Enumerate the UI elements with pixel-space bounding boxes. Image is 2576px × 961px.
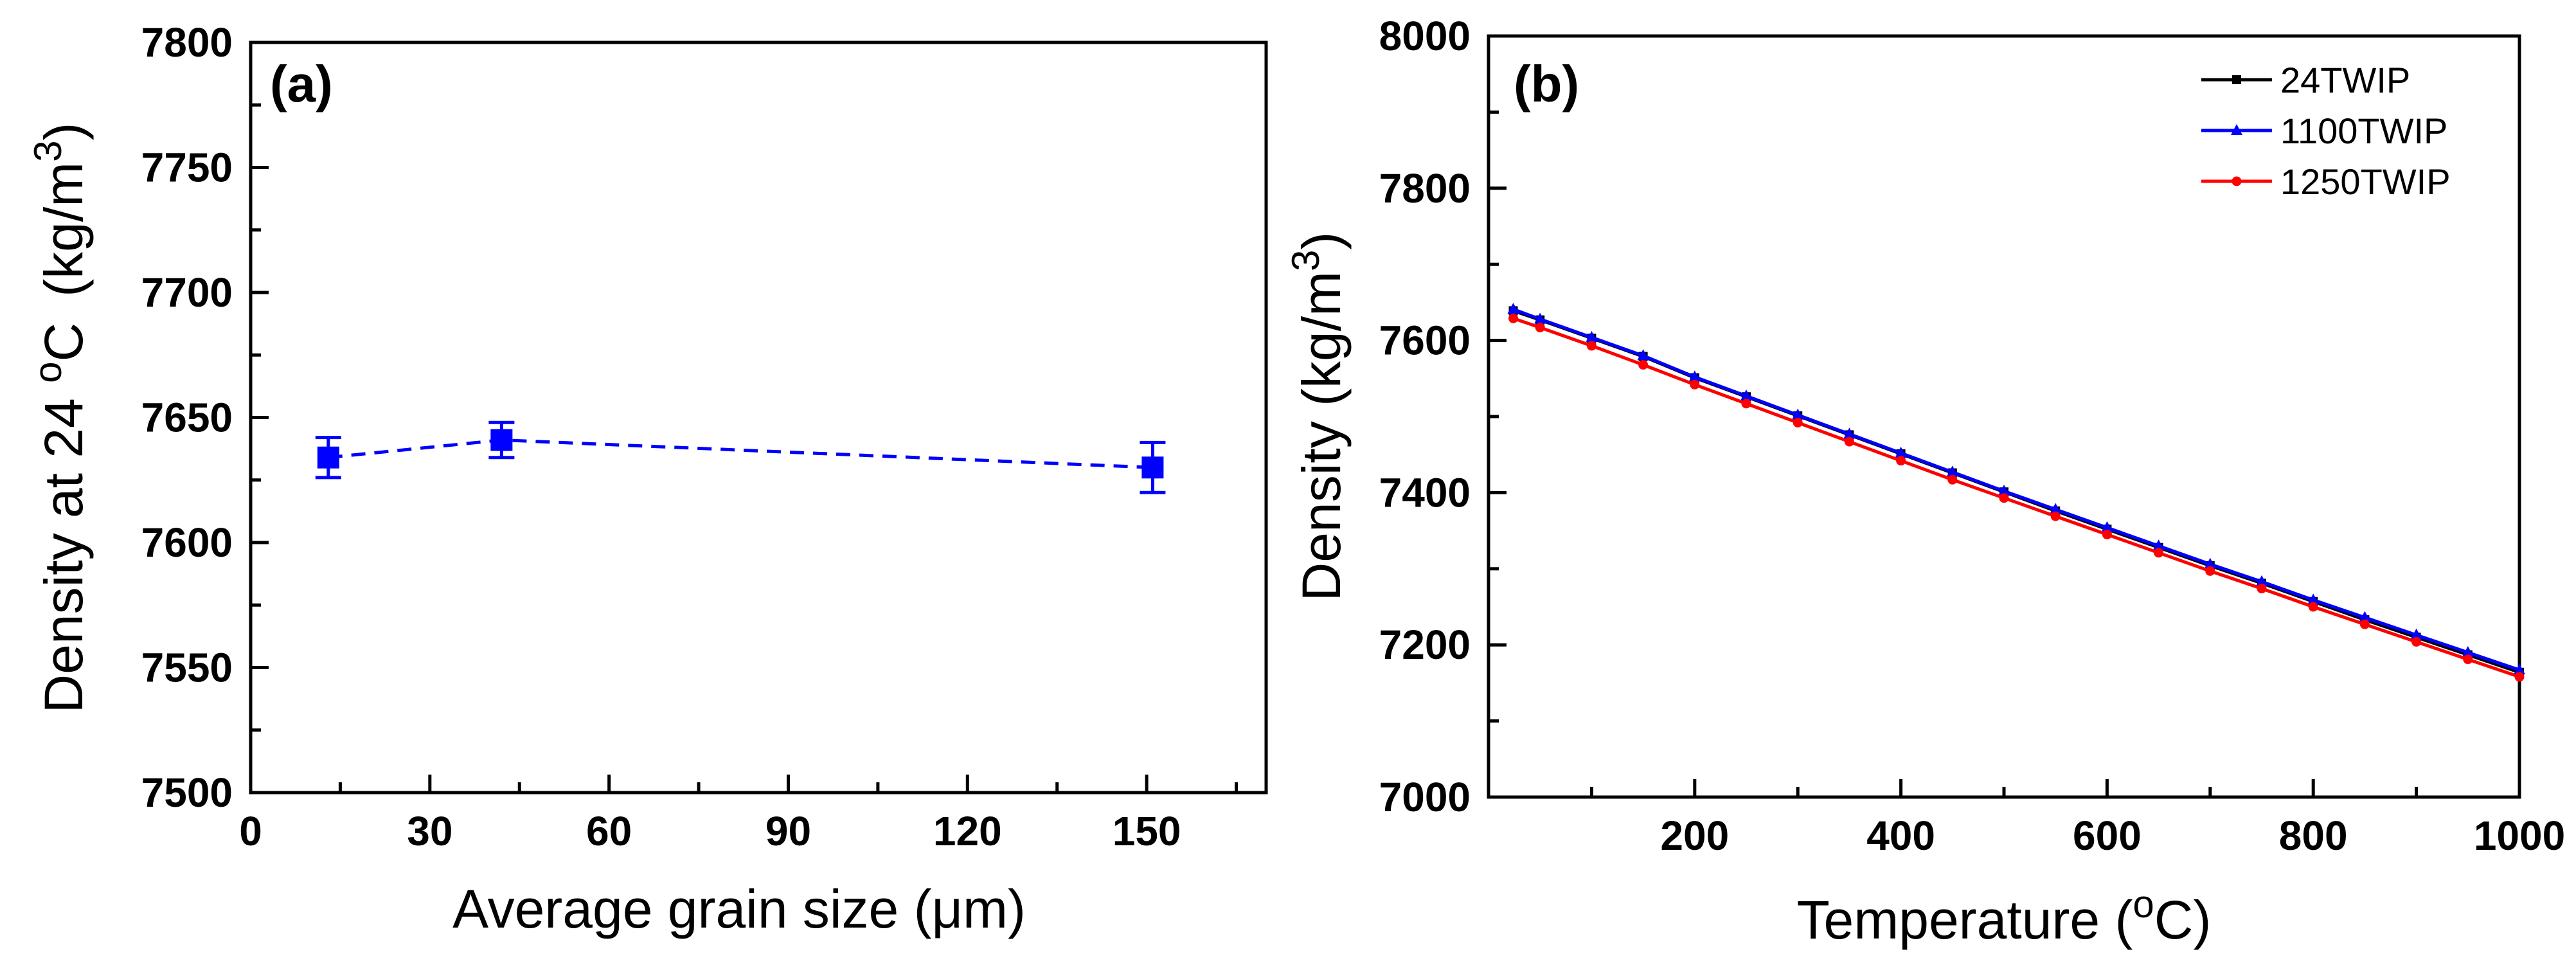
- y-tick-label-b: 7200: [1379, 622, 1471, 668]
- data-point: [2152, 539, 2165, 551]
- legend-label: 1250TWIP: [2280, 161, 2451, 202]
- data-point: [2204, 557, 2216, 569]
- data-point: [2514, 672, 2525, 682]
- data-point: [1690, 379, 1700, 390]
- data-point: [2231, 124, 2242, 135]
- y-axis-label-a: Density at 24 oC(kg/m3): [26, 122, 94, 713]
- y-tick-label-a: 7550: [141, 645, 233, 691]
- x-tick-label-a: 60: [586, 808, 632, 854]
- y-tick-label-b: 7600: [1379, 318, 1471, 364]
- data-point: [1535, 322, 1545, 332]
- data-point: [1741, 399, 1751, 409]
- x-tick-label-a: 0: [239, 808, 262, 854]
- data-point: [1843, 427, 1856, 439]
- x-tick-label-b: 600: [2073, 813, 2142, 859]
- data-point: [2102, 530, 2112, 540]
- data-point: [1534, 312, 1546, 324]
- data-point: [1793, 417, 1803, 427]
- data-point: [2463, 654, 2473, 665]
- panel-a: 7500 7550 7600 7650 7700 7750 7800 0 30 60 90 120 15…: [26, 19, 1268, 939]
- y-tick-label-b: 7400: [1379, 469, 1471, 516]
- data-point: [490, 429, 513, 451]
- x-axis-label-a: Average grain size (μm): [452, 879, 1026, 939]
- x-tick-label-b: 800: [2279, 813, 2348, 859]
- data-point: [1792, 408, 1804, 420]
- legend-item: 1100TWIP: [2201, 111, 2447, 151]
- data-point: [317, 446, 339, 469]
- data-point: [1947, 474, 1958, 485]
- series-line-a: [328, 438, 1153, 469]
- data-point: [2514, 663, 2525, 675]
- x-tick-label-a: 150: [1113, 808, 1181, 854]
- data-point: [2411, 636, 2422, 647]
- data-point: [1896, 456, 1906, 466]
- data-point: [1508, 313, 1518, 323]
- data-point: [1141, 456, 1164, 479]
- data-point: [2050, 511, 2061, 521]
- data-point: [2359, 611, 2371, 622]
- plot-frame-a: [249, 40, 1268, 795]
- y-tick-label-a: 7750: [141, 145, 233, 191]
- data-point: [2308, 602, 2318, 612]
- data-b: [1507, 303, 2525, 682]
- legend-item: 1250TWIP: [2201, 161, 2451, 202]
- data-point: [2232, 75, 2241, 84]
- x-tick-label-a: 30: [407, 808, 452, 854]
- y-tick-label-b: 8000: [1379, 13, 1471, 59]
- data-point: [1637, 349, 1649, 361]
- series-1250TWIP: [1508, 313, 2525, 682]
- data-point: [1740, 390, 1752, 401]
- y-axis-label-b: Density (kg/m3): [1284, 232, 1352, 602]
- data-point: [2462, 646, 2474, 658]
- series-1100TWIP: [1507, 303, 2525, 675]
- data-point: [1507, 303, 1519, 314]
- data-point: [2307, 593, 2320, 605]
- data-point: [1998, 485, 2010, 496]
- data-point: [2050, 503, 2062, 514]
- y-tick-label-a: 7500: [141, 769, 233, 816]
- data-point: [1895, 446, 1907, 458]
- data-point: [2359, 619, 2370, 629]
- data-point: [1586, 330, 1598, 342]
- y-tick-label-b: 7800: [1379, 165, 1471, 211]
- legend-b: 24TWIP 1100TWIP 1250TWIP: [2201, 60, 2451, 202]
- data-point: [2257, 584, 2267, 594]
- x-tick-label-b: 200: [1660, 813, 1729, 859]
- data-point: [1946, 465, 1958, 477]
- x-tick-label-b: 1000: [2474, 813, 2565, 859]
- x-axis-label-b: Temperature (oC): [1797, 883, 2212, 951]
- data-point: [2410, 628, 2422, 640]
- legend-label: 1100TWIP: [2280, 111, 2447, 151]
- x-tick-label-a: 120: [933, 808, 1002, 854]
- data-point: [1688, 370, 1701, 382]
- legend-item: 24TWIP: [2201, 60, 2410, 100]
- panel-label-a: (a): [270, 55, 333, 112]
- panel-label-b: (b): [1514, 55, 1579, 112]
- data-point: [1844, 436, 1854, 447]
- data-point: [1638, 359, 1649, 370]
- data-point: [2232, 176, 2242, 186]
- x-tick-label-b: 400: [1866, 813, 1935, 859]
- data-point: [2256, 575, 2267, 586]
- data-point: [2205, 566, 2215, 576]
- x-tick-label-a: 90: [765, 808, 811, 854]
- y-tick-label-b: 7000: [1379, 774, 1471, 820]
- data-point: [1586, 341, 1597, 351]
- y-tick-label-a: 7700: [141, 269, 233, 316]
- legend-label: 24TWIP: [2280, 60, 2410, 100]
- y-tick-label-a: 7800: [141, 19, 233, 66]
- data-point: [2101, 521, 2113, 532]
- data-a: [315, 420, 1166, 494]
- y-tick-label-a: 7600: [141, 519, 233, 566]
- panel-b: 7000 7200 7400 7600 7800 8000 200 400 600 800 1000…: [1284, 13, 2566, 950]
- y-tick-label-a: 7650: [141, 395, 233, 441]
- ticks-a: 7500 7550 7600 7650 7700 7750 7800 0 30 60 90 120 15…: [141, 19, 1239, 854]
- data-point: [2154, 548, 2164, 558]
- ticks-b: 7000 7200 7400 7600 7800 8000 200 400 600 800 1000: [1379, 13, 2566, 859]
- data-point: [1999, 493, 2009, 503]
